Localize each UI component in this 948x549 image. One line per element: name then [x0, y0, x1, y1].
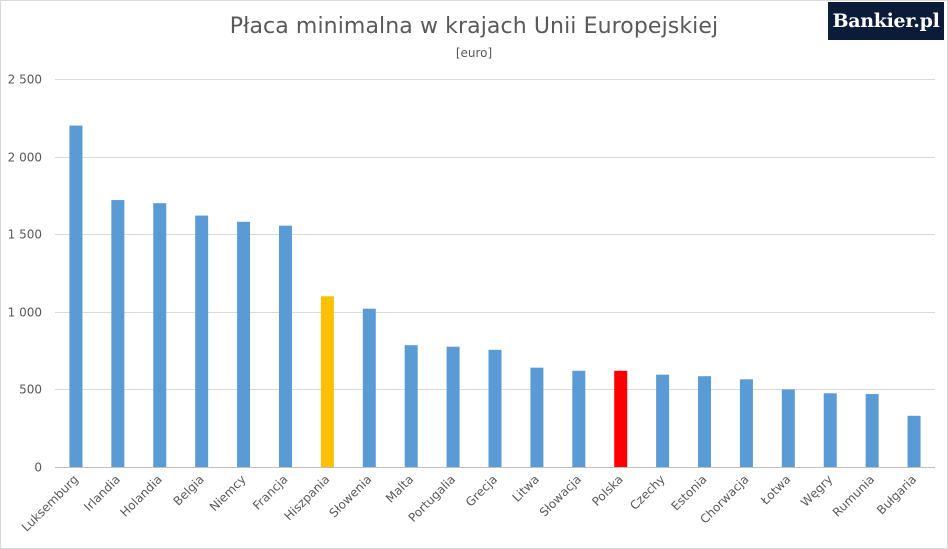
x-tick-label: Rumunia	[830, 472, 877, 519]
bar	[865, 394, 879, 467]
chart-title: Płaca minimalna w krajach Unii Europejsk…	[229, 14, 719, 39]
bar	[153, 203, 167, 467]
bar	[739, 379, 753, 467]
x-tick-label: Słowacja	[537, 472, 584, 519]
bar	[823, 393, 837, 467]
bar	[278, 225, 292, 467]
y-tick-label: 1 500	[8, 228, 42, 242]
y-tick-label: 0	[34, 461, 42, 475]
bar	[572, 370, 586, 467]
bar	[320, 296, 334, 467]
bar	[69, 125, 83, 467]
bar	[656, 374, 670, 467]
y-tick-label: 1 000	[8, 306, 42, 320]
chart-subtitle: [euro]	[455, 46, 493, 60]
bar	[698, 376, 712, 467]
bar	[195, 215, 209, 467]
x-tick-label: Bułgaria	[874, 472, 919, 517]
y-tick-label: 2 500	[8, 73, 42, 87]
bar	[781, 389, 795, 467]
x-tick-label: Holandia	[118, 472, 165, 519]
x-tick-label: Hiszpania	[281, 472, 332, 523]
bar	[446, 346, 460, 467]
x-tick-label: Litwa	[510, 472, 542, 504]
x-tick-label: Irlandia	[81, 472, 123, 514]
bar	[237, 221, 251, 467]
y-tick-label: 500	[19, 383, 42, 397]
x-tick-label: Polska	[589, 472, 626, 509]
x-tick-label: Francja	[250, 472, 290, 512]
x-tick-label: Węgry	[798, 472, 835, 509]
x-tick-label: Estonia	[669, 472, 710, 513]
bar	[530, 367, 544, 467]
x-tick-label: Czechy	[627, 472, 668, 513]
x-tick-label: Łotwa	[757, 472, 793, 508]
bar	[488, 349, 502, 467]
bar	[614, 370, 628, 467]
bar	[404, 345, 418, 467]
y-tick-label: 2 000	[8, 151, 42, 165]
bar	[111, 200, 125, 467]
x-tick-label: Grecja	[463, 472, 500, 509]
bar	[362, 308, 376, 467]
x-tick-label: Luksemburg	[19, 472, 81, 534]
x-tick-label: Belgia	[171, 472, 207, 508]
bar	[907, 415, 921, 467]
x-tick-label: Słowenia	[326, 472, 374, 520]
x-tick-label: Niemcy	[207, 472, 249, 514]
x-tick-label: Malta	[383, 472, 416, 505]
bankier-logo: Bankier.pl	[828, 2, 944, 40]
